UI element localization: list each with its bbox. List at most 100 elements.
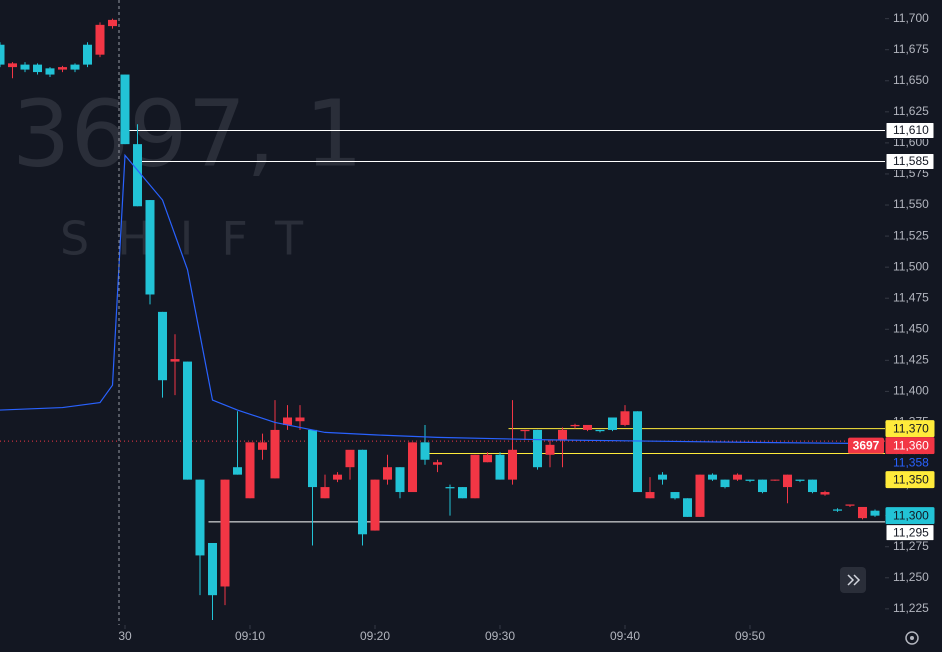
candle-body bbox=[58, 67, 67, 70]
candle-body bbox=[283, 417, 292, 425]
price-label-box bbox=[885, 153, 935, 171]
price-label-box bbox=[885, 420, 935, 438]
candle-body bbox=[395, 467, 405, 493]
candle-body bbox=[170, 359, 180, 362]
price-label-box bbox=[885, 121, 935, 139]
price-label: 11,295 bbox=[893, 525, 929, 539]
scroll-icon[interactable] bbox=[847, 574, 861, 586]
x-tick-label: 09:20 bbox=[360, 629, 390, 643]
candle-body bbox=[783, 474, 792, 488]
candle-body bbox=[533, 429, 542, 468]
candle-body bbox=[508, 449, 517, 480]
symbol-tag: 3697 bbox=[853, 438, 880, 452]
candle-body bbox=[158, 311, 167, 381]
settings-icon[interactable] bbox=[905, 631, 919, 645]
candle-body bbox=[433, 462, 442, 465]
candle-body bbox=[108, 19, 117, 27]
settings-button[interactable] bbox=[905, 631, 919, 645]
candle-body bbox=[33, 64, 42, 73]
y-tick-label: 11,700 bbox=[893, 11, 929, 25]
candle-body bbox=[408, 442, 417, 493]
candle-body bbox=[383, 467, 392, 480]
price-label-box bbox=[885, 524, 935, 542]
candle-body bbox=[70, 64, 80, 70]
candle-body bbox=[645, 492, 655, 499]
candle-body bbox=[670, 492, 680, 499]
candle-body bbox=[808, 479, 817, 493]
y-tick-label: 11,225 bbox=[893, 601, 929, 615]
y-tick-label: 11,625 bbox=[893, 104, 929, 118]
candle-body bbox=[558, 429, 567, 440]
settings-icon-center[interactable] bbox=[910, 636, 914, 640]
candle-body bbox=[458, 487, 467, 499]
candle-body bbox=[733, 474, 742, 480]
y-tick-label: 11,275 bbox=[893, 539, 929, 553]
candle-body bbox=[708, 474, 717, 480]
candle-body bbox=[220, 479, 230, 587]
candle-body bbox=[195, 479, 205, 556]
candle-body bbox=[445, 487, 455, 489]
y-tick-label: 11,475 bbox=[893, 290, 929, 304]
candle-body bbox=[608, 417, 617, 430]
y-tick-label: 11,450 bbox=[893, 321, 929, 335]
candle-body bbox=[133, 144, 142, 207]
candle-body bbox=[8, 63, 17, 68]
symbol-tag-box bbox=[848, 437, 884, 454]
candle-body bbox=[358, 449, 367, 535]
candle-body bbox=[308, 429, 317, 488]
price-label-box bbox=[885, 507, 935, 525]
candle-body bbox=[870, 510, 880, 516]
candle-body bbox=[495, 454, 505, 480]
candle-body bbox=[570, 424, 580, 427]
candle-body bbox=[745, 479, 755, 481]
candle-body bbox=[233, 467, 242, 475]
y-tick-label: 11,400 bbox=[893, 384, 929, 398]
price-label-box bbox=[885, 471, 935, 489]
candle-body bbox=[183, 361, 192, 480]
price-label: 11,350 bbox=[893, 472, 929, 486]
candle-body bbox=[583, 424, 592, 430]
y-tick-label: 11,550 bbox=[893, 197, 929, 211]
y-tick-label: 11,650 bbox=[893, 73, 929, 87]
y-tick-label: 11,250 bbox=[893, 570, 929, 584]
candle-body bbox=[695, 474, 705, 517]
axes: 11,22511,25011,27511,30011,32511,35011,3… bbox=[118, 11, 935, 643]
x-tick-label: 30 bbox=[118, 629, 132, 643]
candle-body bbox=[520, 429, 530, 432]
candle-body bbox=[770, 479, 780, 481]
candle-body bbox=[620, 411, 630, 425]
price-label: 11,610 bbox=[893, 123, 929, 137]
scroll-button[interactable] bbox=[840, 567, 866, 593]
watermark-subtitle: SHIFT bbox=[60, 212, 331, 266]
candle-body bbox=[120, 74, 130, 145]
candle-body bbox=[820, 492, 830, 495]
candle-body bbox=[20, 64, 30, 70]
candle-body bbox=[45, 68, 55, 75]
price-label-box bbox=[885, 454, 935, 472]
average-line bbox=[0, 153, 876, 445]
plot-area bbox=[0, 18, 885, 621]
candle-body bbox=[858, 506, 867, 519]
y-tick-label: 11,425 bbox=[893, 353, 929, 367]
candle-body bbox=[295, 417, 305, 422]
candle-body bbox=[720, 479, 730, 488]
candle-body bbox=[633, 411, 642, 493]
candle-body bbox=[320, 487, 330, 499]
candle-body bbox=[470, 454, 480, 499]
candle-body bbox=[833, 509, 842, 511]
price-label: 11,370 bbox=[893, 421, 929, 435]
candle-body bbox=[0, 44, 5, 65]
candle-body bbox=[420, 442, 430, 460]
y-tick-label: 11,525 bbox=[893, 228, 929, 242]
candle-body bbox=[245, 442, 255, 499]
candle-body bbox=[795, 479, 805, 481]
x-tick-label: 09:50 bbox=[735, 629, 765, 643]
candle-body bbox=[758, 479, 767, 493]
price-label: 11,585 bbox=[893, 154, 929, 168]
y-tick-label: 11,675 bbox=[893, 42, 929, 56]
candle-body bbox=[83, 44, 92, 65]
candle-body bbox=[145, 200, 155, 295]
candle-body bbox=[845, 504, 855, 506]
